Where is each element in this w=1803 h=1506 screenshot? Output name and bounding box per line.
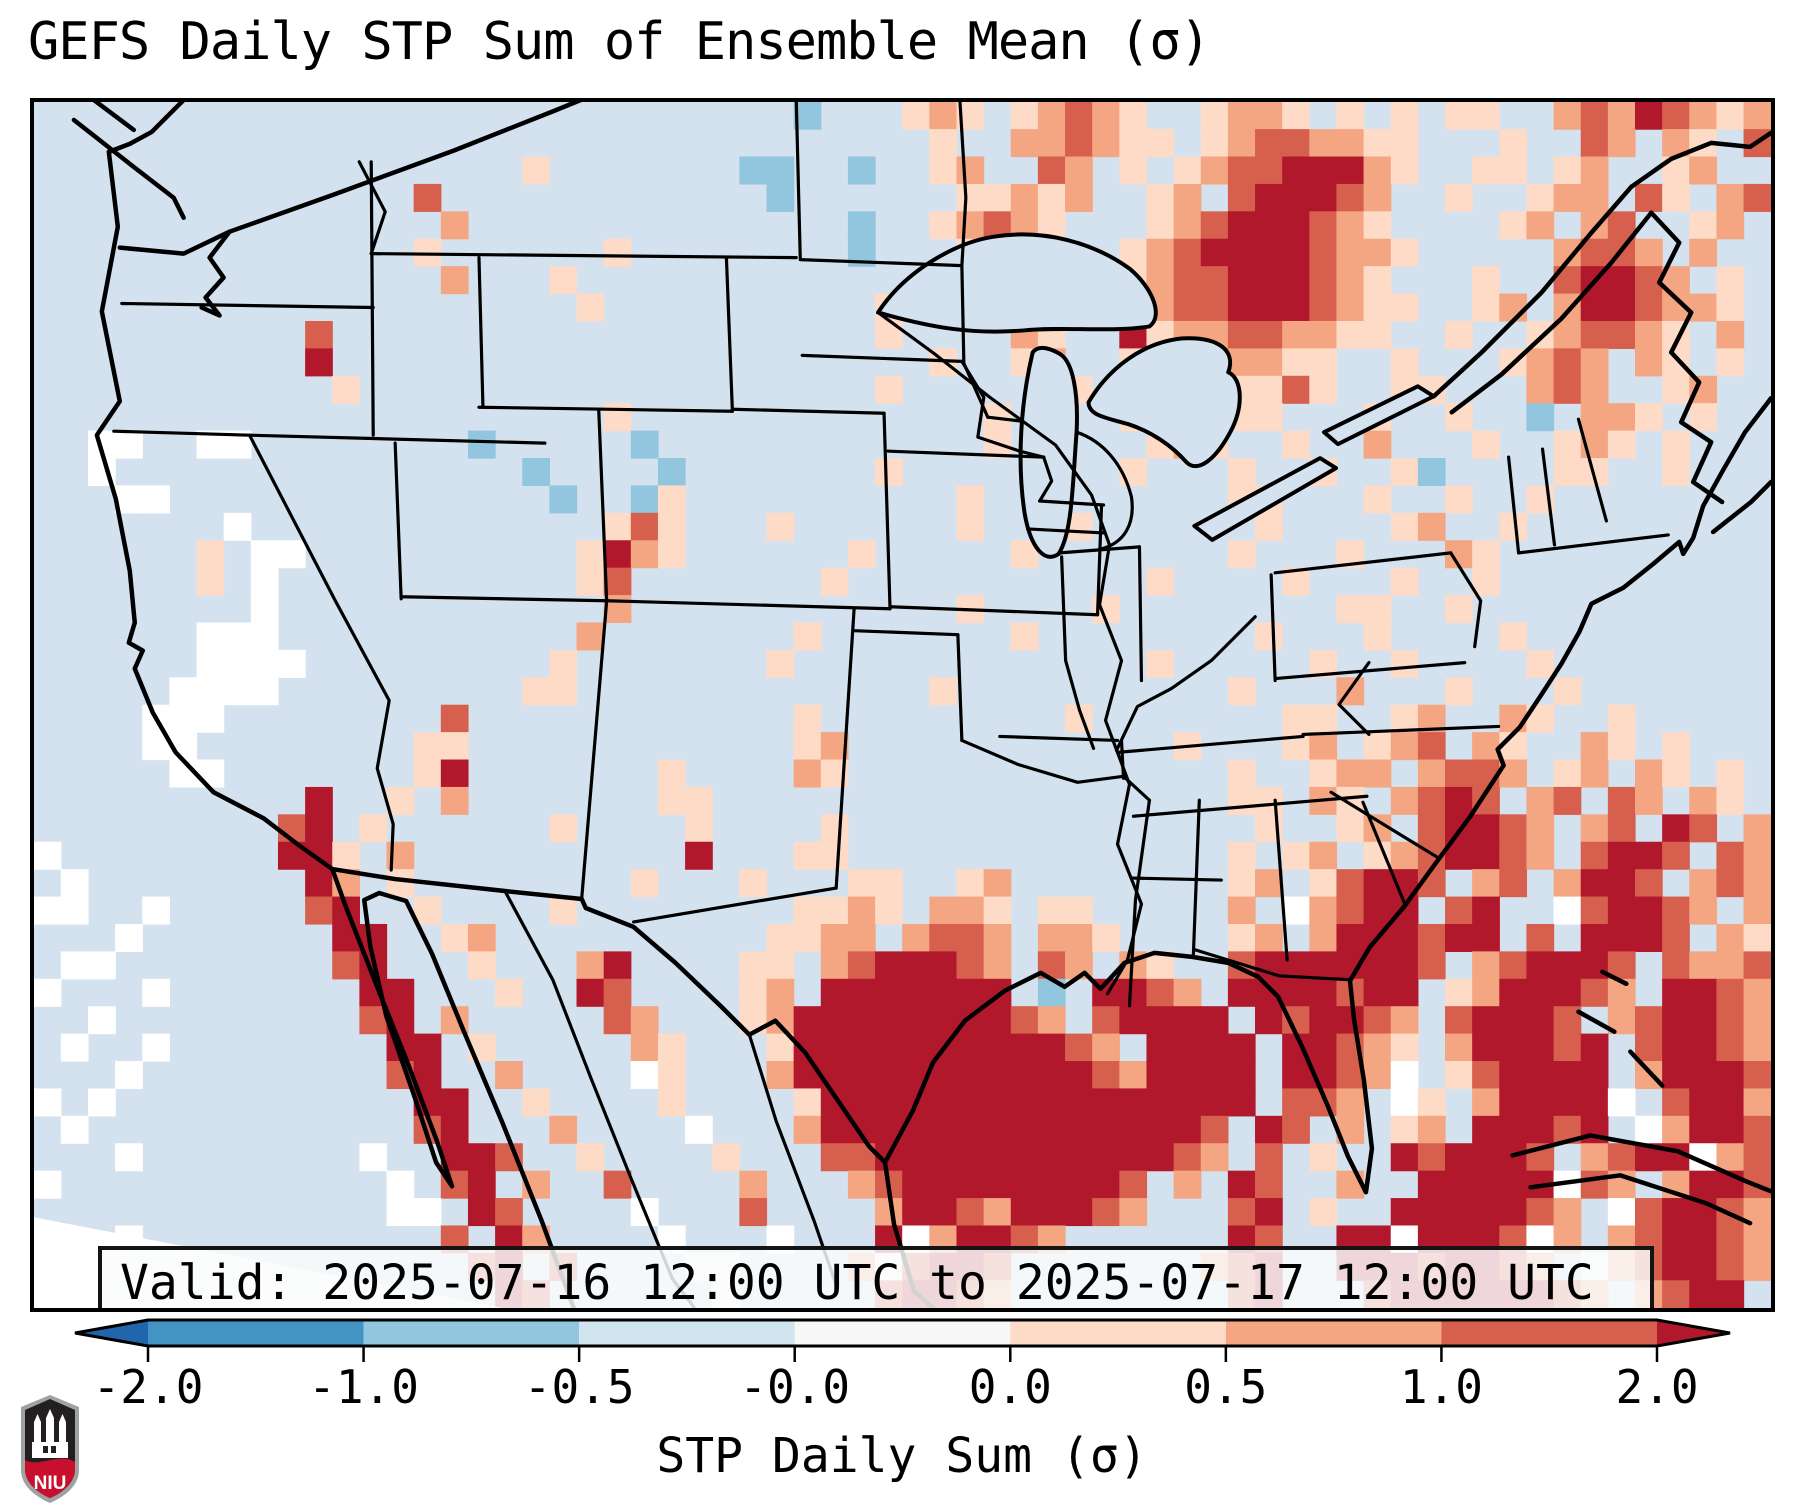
niu-castle-icon [32, 1409, 68, 1458]
niu-shield-red-band [25, 1458, 75, 1498]
valid-run-info-box: Valid: 2025-07-16 12:00 UTC to 2025-07-1… [98, 1246, 1654, 1311]
coastlines-borders [71, 102, 1771, 1308]
colorbar-tick-labels: -2.0 -1.0 -0.5 -0.0 0.0 0.5 1.0 2.0 [0, 1360, 1803, 1420]
colorbar-segments [75, 1320, 1730, 1346]
conus-map [34, 102, 1771, 1308]
colorbar [60, 1312, 1750, 1366]
niu-logo: NIU [21, 1395, 79, 1503]
map-panel: Valid: 2025-07-16 12:00 UTC to 2025-07-1… [30, 98, 1775, 1312]
colorbar-tick-label: -0.5 [523, 1360, 635, 1414]
great-lakes [876, 232, 1436, 559]
colorbar-tick-label: -1.0 [308, 1360, 419, 1414]
colorbar-tick-label: -0.0 [739, 1360, 851, 1414]
colorbar-ticks [146, 1346, 1659, 1362]
colorbar-tick-label: -2.0 [92, 1360, 204, 1414]
plot-title: GEFS Daily STP Sum of Ensemble Mean (σ) [28, 12, 1211, 72]
colorbar-axis-label: STP Daily Sum (σ) [656, 1428, 1148, 1484]
colorbar-tick-label: 1.0 [1399, 1360, 1483, 1414]
colorbar-tick-label: 0.0 [968, 1360, 1052, 1414]
colorbar-tick-label: 0.5 [1184, 1360, 1268, 1414]
state-boundaries [112, 102, 1670, 1308]
valid-time-text: Valid: 2025-07-16 12:00 UTC to 2025-07-1… [120, 1255, 1594, 1311]
colorbar-tick-label: 2.0 [1615, 1360, 1699, 1414]
niu-logo-text: NIU [34, 1473, 67, 1494]
